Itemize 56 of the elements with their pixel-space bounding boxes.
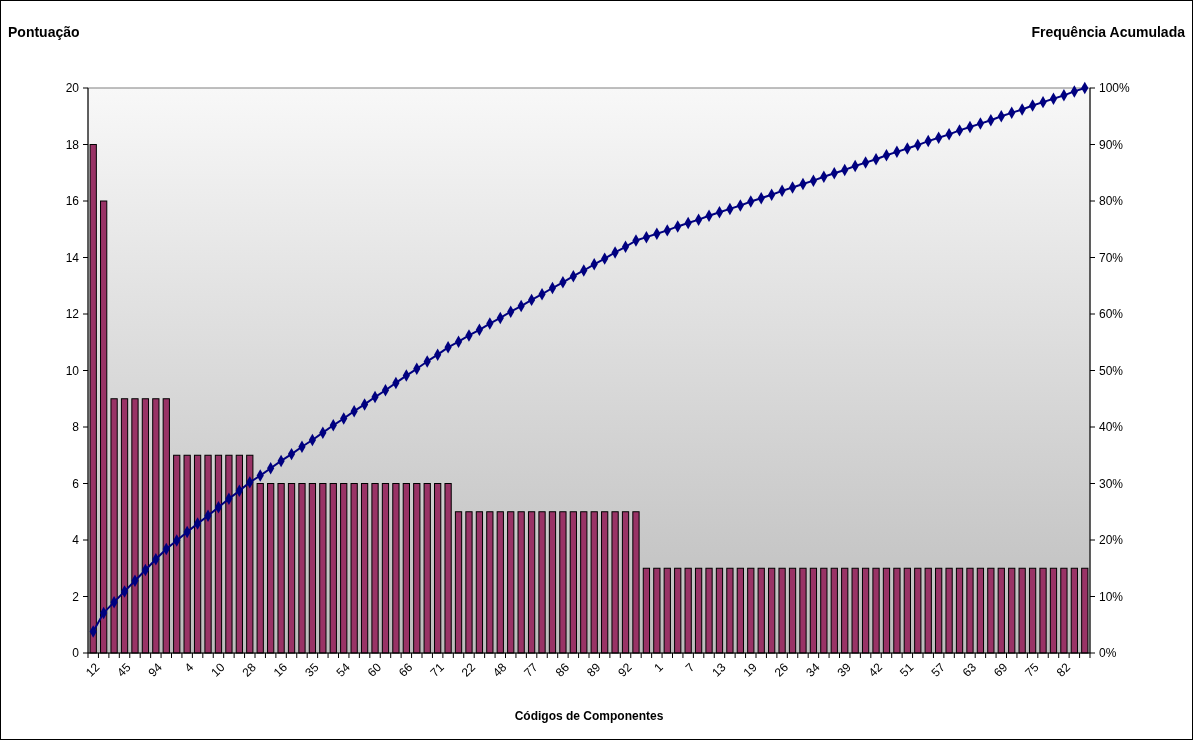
x-tick-label: 66 [396, 659, 416, 680]
x-tick-label: 39 [834, 659, 855, 680]
y-tick-label: 4 [72, 533, 80, 548]
x-tick-label: 28 [239, 659, 260, 680]
x-tick-label: 42 [865, 659, 886, 680]
x-tick-label: 4 [181, 659, 197, 675]
x-axis-title: Códigos de Componentes [514, 709, 664, 723]
x-tick-label: 13 [709, 659, 729, 680]
x-tick-label: 71 [427, 659, 447, 680]
y2-tick-label: 40% [1099, 420, 1124, 435]
x-tick-label: 1 [651, 659, 667, 675]
x-tick-label: 86 [552, 659, 573, 680]
x-tick-label: 35 [302, 659, 322, 680]
y-axis-title: Pontuação [8, 24, 80, 40]
x-tick-label: 60 [364, 659, 385, 680]
x-tick-label: 82 [1053, 659, 1074, 680]
y-tick-label: 2 [72, 589, 80, 604]
x-tick-label: 77 [521, 659, 541, 680]
y-tick-label: 8 [72, 420, 80, 435]
y2-axis-title: Frequência Acumulada [1031, 24, 1186, 40]
y-tick-label: 18 [65, 137, 80, 152]
x-tick-label: 54 [333, 659, 354, 680]
x-tick-label: 57 [928, 659, 948, 680]
x-tick-label: 16 [270, 659, 291, 680]
y-tick-label: 16 [65, 194, 80, 209]
x-tick-label: 48 [490, 659, 510, 680]
x-tick-label: 89 [583, 659, 604, 680]
x-tick-label: 51 [897, 659, 917, 680]
y2-tick-label: 10% [1099, 589, 1124, 604]
y2-tick-label: 100% [1099, 81, 1131, 96]
y-tick-label: 10 [65, 363, 80, 378]
x-tick-label: 94 [145, 659, 166, 680]
y2-tick-label: 0% [1099, 646, 1117, 661]
x-tick-label: 34 [803, 659, 823, 680]
y2-tick-label: 60% [1099, 307, 1124, 322]
x-tick-label: 45 [114, 659, 134, 680]
y-tick-label: 12 [65, 307, 80, 322]
y2-tick-label: 50% [1099, 363, 1124, 378]
y-tick-label: 14 [65, 250, 80, 265]
y2-tick-label: 90% [1099, 137, 1124, 152]
x-tick-label: 63 [959, 659, 980, 680]
x-tick-label: 22 [458, 659, 479, 680]
x-tick-label: 75 [1022, 659, 1042, 680]
x-tick-label: 10 [208, 659, 228, 680]
x-tick-label: 19 [740, 659, 761, 680]
x-tick-label: 7 [682, 659, 698, 675]
y2-tick-label: 20% [1099, 533, 1124, 548]
y2-tick-label: 70% [1099, 250, 1124, 265]
x-tick-label: 92 [615, 659, 635, 680]
x-tick-label: 26 [771, 659, 792, 680]
y-tick-label: 0 [72, 646, 80, 661]
y2-tick-label: 80% [1099, 194, 1124, 209]
x-tick-label: 69 [991, 659, 1011, 680]
y-tick-label: 6 [72, 476, 80, 491]
y2-tick-label: 30% [1099, 476, 1124, 491]
y-tick-label: 20 [65, 81, 80, 96]
